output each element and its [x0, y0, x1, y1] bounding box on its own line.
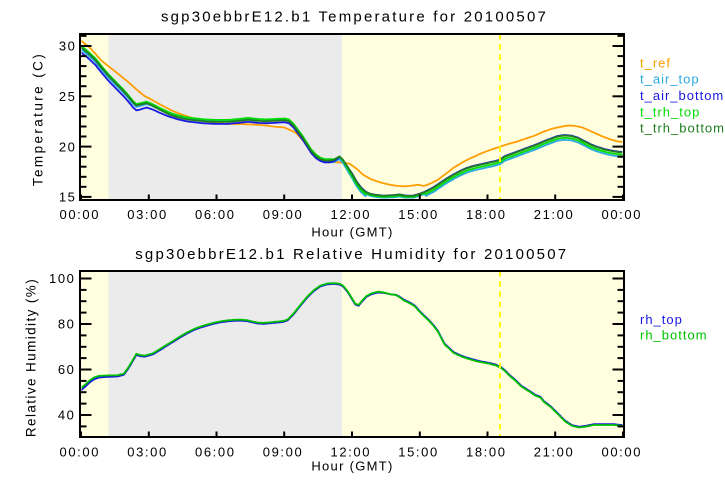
svg-text:30: 30 [59, 39, 77, 54]
svg-text:06:00: 06:00 [195, 445, 236, 460]
svg-text:03:00: 03:00 [127, 207, 168, 222]
svg-text:21:00: 21:00 [534, 207, 575, 222]
svg-text:Relative Humidity (%): Relative Humidity (%) [24, 278, 39, 437]
svg-text:t_air_bottom: t_air_bottom [640, 88, 724, 103]
svg-text:15:00: 15:00 [398, 445, 439, 460]
svg-text:00:00: 00:00 [60, 207, 101, 222]
svg-text:40: 40 [58, 408, 76, 423]
svg-text:09:00: 09:00 [263, 207, 304, 222]
svg-text:18:00: 18:00 [466, 207, 507, 222]
svg-text:sgp30ebbrE12.b1 Relative Humid: sgp30ebbrE12.b1 Relative Humidity for 20… [135, 246, 568, 263]
svg-text:Hour (GMT): Hour (GMT) [311, 225, 393, 240]
svg-text:00:00: 00:00 [602, 445, 643, 460]
svg-text:60: 60 [58, 362, 76, 377]
svg-text:100: 100 [49, 271, 76, 286]
svg-text:t_trh_top: t_trh_top [640, 105, 700, 120]
svg-text:15: 15 [59, 190, 77, 205]
svg-text:18:00: 18:00 [466, 445, 507, 460]
svg-text:80: 80 [58, 317, 76, 332]
svg-text:06:00: 06:00 [195, 207, 236, 222]
svg-text:20: 20 [59, 139, 77, 154]
svg-text:25: 25 [59, 89, 77, 104]
svg-text:Hour (GMT): Hour (GMT) [311, 459, 393, 474]
svg-text:t_ref: t_ref [640, 56, 671, 71]
svg-text:rh_bottom: rh_bottom [640, 328, 708, 343]
svg-text:15:00: 15:00 [398, 207, 439, 222]
svg-text:21:00: 21:00 [534, 445, 575, 460]
svg-text:09:00: 09:00 [263, 445, 304, 460]
svg-text:Temperature (C): Temperature (C) [31, 52, 46, 186]
svg-text:sgp30ebbrE12.b1 Temperature fo: sgp30ebbrE12.b1 Temperature for 20100507 [161, 9, 548, 26]
svg-text:03:00: 03:00 [127, 445, 168, 460]
svg-text:t_air_top: t_air_top [640, 72, 700, 87]
svg-text:t_trh_bottom: t_trh_bottom [640, 121, 725, 136]
svg-text:12:00: 12:00 [331, 207, 372, 222]
svg-text:12:00: 12:00 [331, 445, 372, 460]
svg-text:00:00: 00:00 [602, 207, 643, 222]
svg-text:00:00: 00:00 [60, 445, 101, 460]
svg-text:rh_top: rh_top [640, 312, 683, 327]
